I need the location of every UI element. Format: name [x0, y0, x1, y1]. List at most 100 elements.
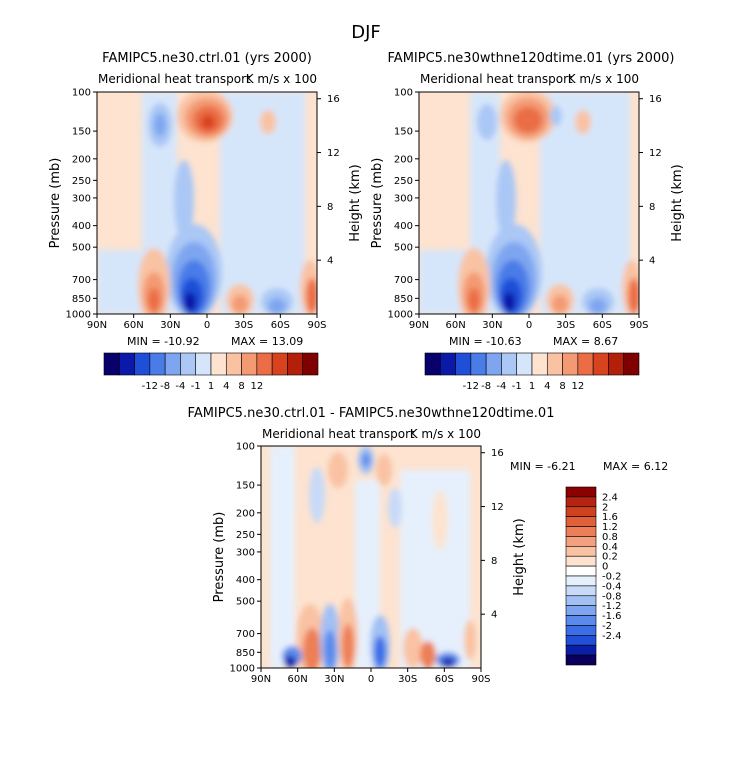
y2-tick-label: 12	[491, 502, 504, 513]
colorbar-tick-label: 12	[250, 381, 263, 392]
colorbar-tick-label: 2.4	[602, 492, 618, 503]
colorbar: 2.421.61.20.80.40.20-0.2-0.4-0.8-1.2-1.6…	[565, 486, 622, 666]
y-tick-label: 200	[394, 154, 413, 165]
axes: 90N 60N 30N 0 30S 60S 90S 100 150 200 250 300 400 500…	[370, 88, 685, 332]
y-tick-label: 400	[394, 221, 413, 232]
colorbar-tick-label: -4	[175, 381, 185, 392]
colorbar-box	[565, 625, 597, 636]
x-tick-label: 90S	[629, 320, 648, 331]
y-axis-label: Pressure (mb)	[212, 512, 227, 603]
colorbar-box	[302, 352, 319, 376]
colorbar-box	[225, 352, 242, 376]
colorbar-box	[164, 352, 181, 376]
colorbar-tick-label: 1.2	[602, 522, 618, 533]
y2-tick-label: 8	[649, 202, 655, 213]
colorbar-box	[565, 536, 597, 547]
colorbar-box	[531, 352, 548, 376]
y2-tick-label: 4	[649, 256, 655, 267]
panel-ctrl: FAMIPC5.ne30.ctrl.01 (yrs 2000) Meridion…	[48, 51, 363, 392]
x-tick-label: 30N	[482, 320, 502, 331]
contour-field	[97, 92, 317, 314]
colorbar-box	[485, 352, 502, 376]
max-label: MAX = 8.67	[553, 335, 618, 348]
colorbar-box	[241, 352, 258, 376]
contour-field	[261, 446, 481, 668]
y-tick-label: 850	[236, 648, 255, 659]
panel-subtitle: Meridional heat transport	[262, 427, 415, 441]
colorbar-box	[565, 486, 597, 498]
colorbar-box	[195, 352, 212, 376]
x-tick-label: 30N	[324, 674, 344, 685]
panel-units: K m/s x 100	[246, 72, 317, 86]
colorbar-tick-label: -0.8	[602, 591, 622, 602]
colorbar-tick-label: 0	[602, 562, 608, 573]
x-tick-label: 30N	[160, 320, 180, 331]
min-label: MIN = -10.92	[127, 335, 200, 348]
colorbar-box	[623, 352, 640, 376]
y2-tick-label: 12	[649, 148, 662, 159]
page-title: DJF	[351, 22, 381, 43]
y-tick-label: 700	[394, 275, 413, 286]
x-tick-label: 90N	[251, 674, 271, 685]
colorbar-tick-label: 0.8	[602, 532, 618, 543]
x-tick-label: 90S	[307, 320, 326, 331]
colorbar-box	[565, 496, 597, 508]
y-tick-label: 150	[236, 481, 255, 492]
panel-subtitle: Meridional heat transport	[98, 72, 251, 86]
colorbar-tick-label: -0.4	[602, 581, 622, 592]
y-tick-label: 150	[72, 127, 91, 138]
colorbar-tick-label: -2	[602, 621, 612, 632]
y-tick-label: 850	[72, 294, 91, 305]
colorbar-box	[565, 575, 597, 587]
colorbar-tick-label: 0.4	[602, 542, 618, 553]
colorbar-box	[546, 352, 563, 376]
panel-subtitle: Meridional heat transport	[420, 72, 573, 86]
colorbar-box	[565, 546, 597, 557]
colorbar-box	[577, 352, 594, 376]
x-tick-label: 30S	[398, 674, 417, 685]
colorbar-tick-label: -1.6	[602, 611, 622, 622]
x-tick-label: 0	[204, 320, 210, 331]
x-tick-label: 60S	[593, 320, 612, 331]
max-label: MAX = 6.12	[603, 460, 668, 473]
y-tick-label: 200	[236, 508, 255, 519]
colorbar-box	[562, 352, 579, 376]
colorbar-box	[271, 352, 288, 376]
x-tick-label: 90N	[409, 320, 429, 331]
colorbar-box	[565, 644, 597, 656]
colorbar-tick-label: -4	[496, 381, 506, 392]
x-tick-label: 60N	[124, 320, 144, 331]
colorbar-box	[565, 526, 597, 537]
colorbar-box	[516, 352, 533, 376]
colorbar-box	[565, 595, 597, 606]
y2-axis-label: Height (km)	[670, 164, 685, 241]
y2-tick-label: 16	[649, 94, 662, 105]
colorbar-box	[455, 352, 472, 376]
y-tick-label: 300	[394, 193, 413, 204]
panel-title: FAMIPC5.ne30.ctrl.01 - FAMIPC5.ne30wthne…	[188, 406, 555, 421]
colorbar-tick-label: 1.6	[602, 512, 618, 523]
colorbar-box	[608, 352, 625, 376]
y-tick-label: 500	[236, 597, 255, 608]
colorbar-box	[134, 352, 151, 376]
x-tick-label: 0	[526, 320, 532, 331]
panel-units: K m/s x 100	[410, 427, 481, 441]
y-tick-label: 250	[394, 176, 413, 187]
colorbar-tick-label: -12	[463, 381, 479, 392]
y2-tick-label: 16	[327, 94, 340, 105]
y-tick-label: 200	[72, 154, 91, 165]
colorbar-tick-label: -8	[160, 381, 170, 392]
x-tick-label: 30S	[234, 320, 253, 331]
x-tick-label: 0	[368, 674, 374, 685]
colorbar-tick-label: 1	[529, 381, 535, 392]
y2-tick-label: 4	[327, 256, 333, 267]
y-tick-label: 400	[72, 221, 91, 232]
colorbar: -12 -8 -4 -1 1 4 8 12	[103, 352, 319, 392]
colorbar-tick-label: -8	[481, 381, 491, 392]
panel-title: FAMIPC5.ne30wthne120dtime.01 (yrs 2000)	[388, 51, 675, 66]
y-tick-label: 700	[72, 275, 91, 286]
y-tick-label: 1000	[66, 310, 91, 321]
y2-tick-label: 4	[491, 610, 497, 621]
colorbar-box	[149, 352, 166, 376]
